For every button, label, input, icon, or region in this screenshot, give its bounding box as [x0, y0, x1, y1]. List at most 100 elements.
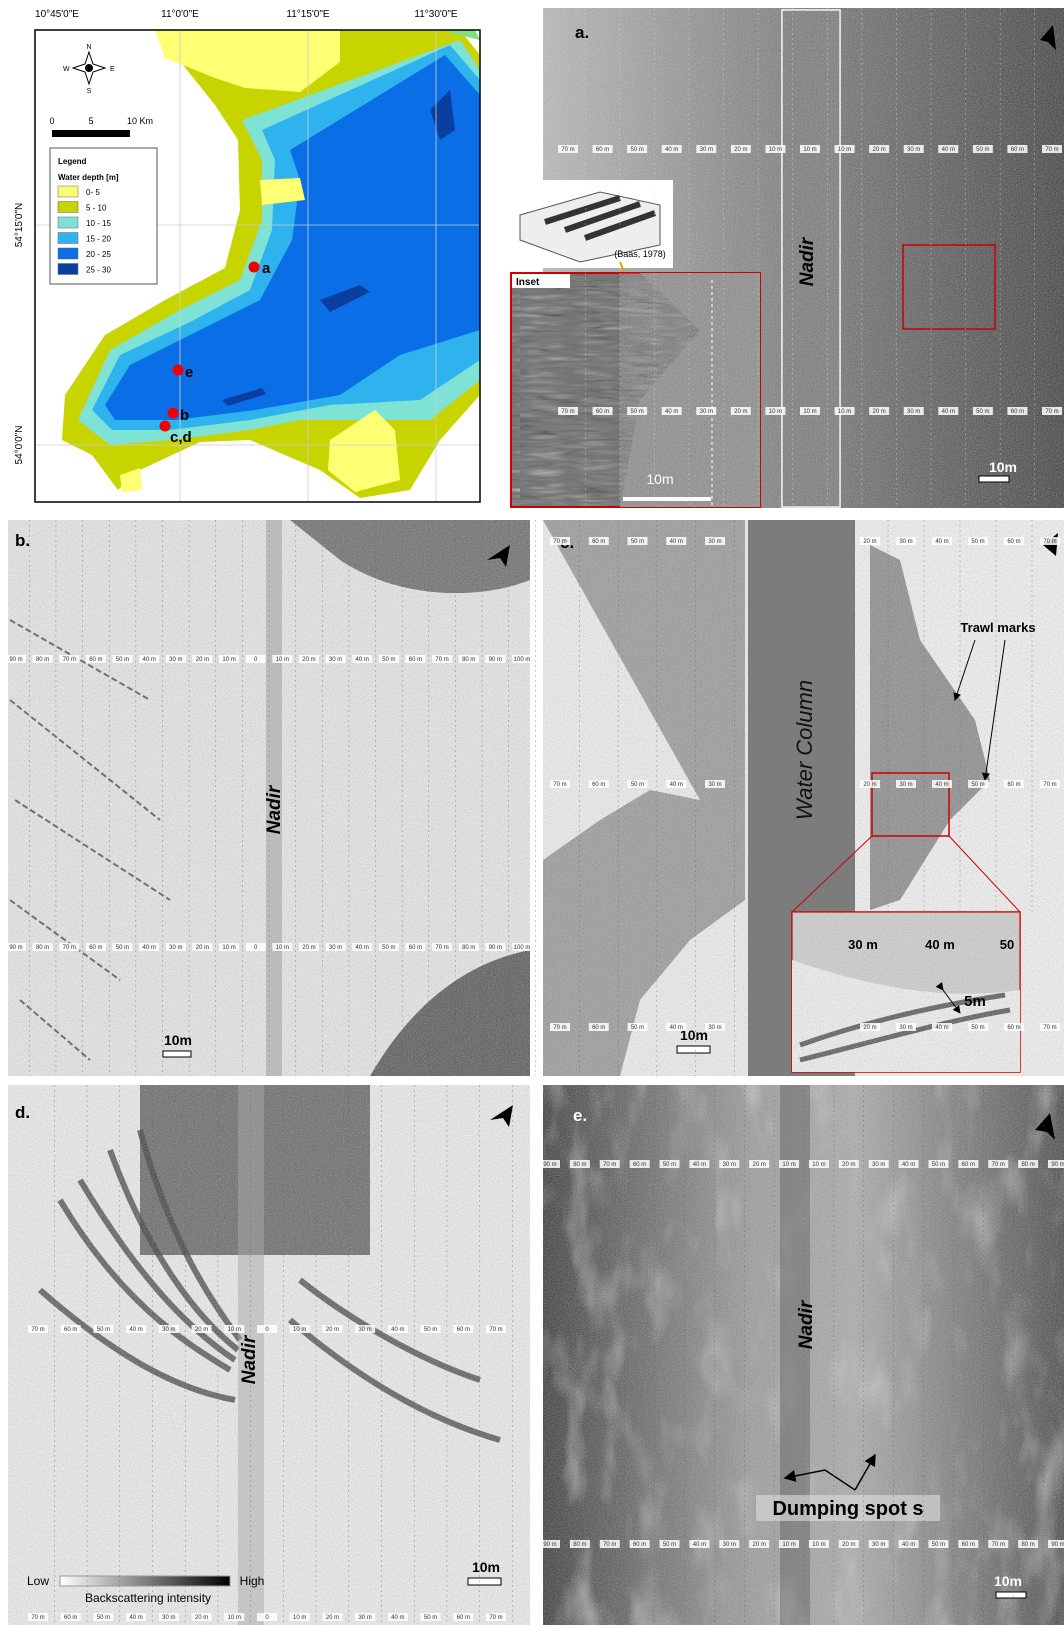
range-label: 20 m [872, 409, 885, 415]
scale-label: 0 [49, 116, 54, 126]
range-label: 50 m [97, 1615, 110, 1621]
range-label: 30 m [723, 1542, 736, 1548]
panel-label: a. [575, 23, 589, 42]
legend-label: 10 - 15 [86, 219, 111, 228]
range-label: 40 m [902, 1542, 915, 1548]
range-label: 50 m [382, 945, 395, 951]
range-label: 40 m [693, 1162, 706, 1168]
range-label: 10 m [803, 147, 816, 153]
range-label: 20 m [753, 1162, 766, 1168]
range-label: 80 m [573, 1542, 586, 1548]
range-label: 10 m [838, 409, 851, 415]
range-label: 70 m [553, 782, 566, 788]
annotation: Trawl marks [960, 620, 1035, 635]
legend-swatch [58, 202, 78, 213]
range-label: 70 m [1043, 782, 1056, 788]
range-label: 50 m [630, 409, 643, 415]
range-label: 10 m [838, 147, 851, 153]
range-label: 70 m [1043, 1025, 1056, 1031]
nadir-label: Nadir [264, 784, 285, 834]
range-label: 30 m [723, 1162, 736, 1168]
scale-label: 10m [164, 1032, 192, 1048]
scale-bar [468, 1578, 501, 1585]
range-label: 20 m [326, 1327, 339, 1333]
lon-label: 11°15'0"E [286, 9, 330, 20]
range-label: 70 m [31, 1615, 44, 1621]
site-dot [249, 262, 260, 273]
range-label: 20 m [872, 147, 885, 153]
range-label: 30 m [708, 539, 721, 545]
range-label: 20 m [863, 1025, 876, 1031]
range-label: 30 m [848, 937, 878, 952]
legend-label: 20 - 25 [86, 250, 111, 259]
range-label: 70 m [603, 1162, 616, 1168]
range-label: 10 m [228, 1615, 241, 1621]
range-label: 70 m [435, 945, 448, 951]
range-label: 70 m [561, 147, 574, 153]
range-label: 40 m [935, 1025, 948, 1031]
range-label: 60 m [64, 1327, 77, 1333]
range-label: 70 m [553, 539, 566, 545]
scale-bar [52, 130, 130, 137]
range-label: 10 m [228, 1327, 241, 1333]
range-label: 70 m [435, 657, 448, 663]
range-label: 20 m [842, 1162, 855, 1168]
range-label: 60 m [409, 945, 422, 951]
range-label: 20 m [863, 539, 876, 545]
range-label: 30 m [872, 1162, 885, 1168]
range-label: 90 m [489, 657, 502, 663]
range-label: 70 m [63, 945, 76, 951]
range-label: 40 m [670, 782, 683, 788]
water-column-label: Water Column [792, 680, 817, 820]
nadir-label: Nadir [796, 1299, 817, 1349]
site-label: a [262, 260, 271, 277]
lon-label: 11°0'0"E [161, 9, 199, 20]
sonar-texture [792, 912, 1020, 1072]
range-label: 60 m [1011, 409, 1024, 415]
range-label: 30 m [358, 1327, 371, 1333]
range-label: 50 m [424, 1327, 437, 1333]
range-label: 60 m [1007, 782, 1020, 788]
range-label: 90 m [543, 1162, 556, 1168]
range-label: 80 m [462, 945, 475, 951]
range-label: 30 m [708, 1025, 721, 1031]
range-label: 70 m [1045, 147, 1058, 153]
range-label: 70 m [1045, 409, 1058, 415]
legend-label: 5 - 10 [86, 204, 107, 213]
range-label: 30 m [169, 945, 182, 951]
legend-subtitle: Water depth [m] [58, 173, 119, 182]
range-label: 50 m [97, 1327, 110, 1333]
range-label: 10 m [782, 1542, 795, 1548]
citation: (Baas, 1978) [614, 249, 666, 259]
range-label: 60 m [962, 1542, 975, 1548]
range-label: 90 m [9, 945, 22, 951]
range-label: 70 m [31, 1327, 44, 1333]
compass-label: W [63, 66, 70, 73]
panel-label: b. [15, 531, 30, 550]
scale-label: 10 Km [127, 116, 153, 126]
range-label: 10 m [812, 1162, 825, 1168]
range-label: 90 m [543, 1542, 556, 1548]
range-label: 50 m [932, 1162, 945, 1168]
range-label: 20 m [753, 1542, 766, 1548]
legend-label: 25 - 30 [86, 266, 111, 275]
scale-label: 5 [88, 116, 93, 126]
range-label: 10 m [293, 1615, 306, 1621]
nadir-label: Nadir [239, 1334, 260, 1384]
range-label: 80 m [1021, 1542, 1034, 1548]
legend-swatch [58, 248, 78, 259]
range-label: 10 m [812, 1542, 825, 1548]
figure: 10°45'0"E 11°0'0"E 11°15'0"E 11°30'0"E 5… [0, 0, 1064, 1625]
scale-bar [623, 497, 711, 501]
range-label: 80 m [1021, 1162, 1034, 1168]
range-label: 30 m [899, 782, 912, 788]
range-label: 30 m [329, 657, 342, 663]
range-label: 10 m [276, 657, 289, 663]
scale-label: 10m [472, 1559, 500, 1575]
range-label: 40 m [670, 1025, 683, 1031]
range-label: 10 m [769, 147, 782, 153]
range-label: 50 m [976, 147, 989, 153]
range-label: 60 m [592, 782, 605, 788]
range-label: 50 m [976, 409, 989, 415]
inset-label: Inset [516, 277, 540, 288]
